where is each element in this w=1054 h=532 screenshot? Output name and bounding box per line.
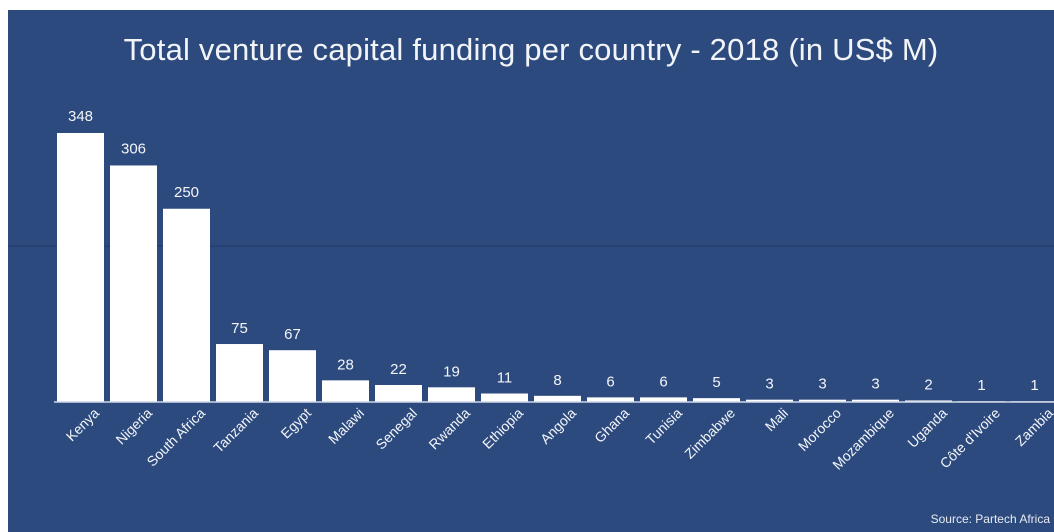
tick-label-zimbabwe: Zimbabwe — [681, 405, 738, 462]
bar-mali — [746, 399, 793, 402]
bar-uganda — [905, 400, 952, 402]
tick-label-mali: Mali — [762, 405, 791, 434]
tick-label-tunisia: Tunisia — [642, 405, 685, 448]
bars-group — [57, 133, 1054, 402]
tick-label-tanzania: Tanzania — [210, 405, 261, 456]
bar-mozambique — [852, 399, 899, 402]
bar-south-africa — [163, 208, 210, 402]
value-label-mali: 3 — [765, 376, 773, 393]
value-label-zambia: 1 — [1030, 377, 1038, 394]
bar-kenya — [57, 133, 104, 402]
bar-senegal — [375, 384, 422, 402]
bar-morocco — [799, 399, 846, 402]
value-label-ghana: 6 — [606, 373, 614, 390]
bar-angola — [534, 395, 581, 402]
value-label-ethiopia: 11 — [497, 369, 513, 386]
tick-label-egypt: Egypt — [277, 405, 314, 442]
tick-label-uganda: Uganda — [904, 405, 950, 451]
value-label-c-te-d-ivoire: 1 — [977, 377, 985, 394]
value-label-angola: 8 — [553, 372, 561, 389]
value-label-nigeria: 306 — [121, 140, 146, 157]
tick-label-kenya: Kenya — [63, 405, 103, 445]
value-label-tanzania: 75 — [231, 320, 248, 337]
bar-nigeria — [110, 165, 157, 402]
value-label-tunisia: 6 — [659, 373, 667, 390]
tick-label-morocco: Morocco — [795, 405, 844, 454]
tick-label-ghana: Ghana — [591, 405, 632, 446]
value-label-morocco: 3 — [818, 376, 826, 393]
tick-label-angola: Angola — [537, 405, 579, 447]
value-label-zimbabwe: 5 — [712, 374, 720, 391]
value-label-senegal: 22 — [390, 361, 407, 378]
bar-ghana — [587, 397, 634, 402]
tick-label-rwanda: Rwanda — [425, 405, 473, 453]
tick-label-zambia: Zambia — [1012, 405, 1054, 449]
value-label-rwanda: 19 — [443, 363, 460, 380]
value-label-malawi: 28 — [337, 356, 354, 373]
bar-rwanda — [428, 387, 475, 402]
bar-egypt — [269, 350, 316, 402]
bar-malawi — [322, 380, 369, 402]
source-note: Source: Partech Africa — [930, 512, 1050, 526]
bar-ethiopia — [481, 393, 528, 402]
tick-label-ethiopia: Ethiopia — [479, 405, 526, 452]
tick-label-senegal: Senegal — [372, 405, 420, 453]
tick-label-nigeria: Nigeria — [112, 405, 155, 448]
bar-tunisia — [640, 397, 687, 402]
chart-panel: Total venture capital funding per countr… — [8, 10, 1054, 532]
value-label-south-africa: 250 — [174, 184, 199, 201]
bar-zimbabwe — [693, 398, 740, 402]
chart-title: Total venture capital funding per countr… — [123, 32, 939, 67]
bar-tanzania — [216, 344, 263, 402]
value-label-mozambique: 3 — [871, 376, 879, 393]
value-label-egypt: 67 — [284, 326, 301, 343]
value-label-uganda: 2 — [924, 376, 932, 393]
tick-label-malawi: Malawi — [325, 405, 367, 447]
value-label-kenya: 348 — [68, 108, 93, 125]
